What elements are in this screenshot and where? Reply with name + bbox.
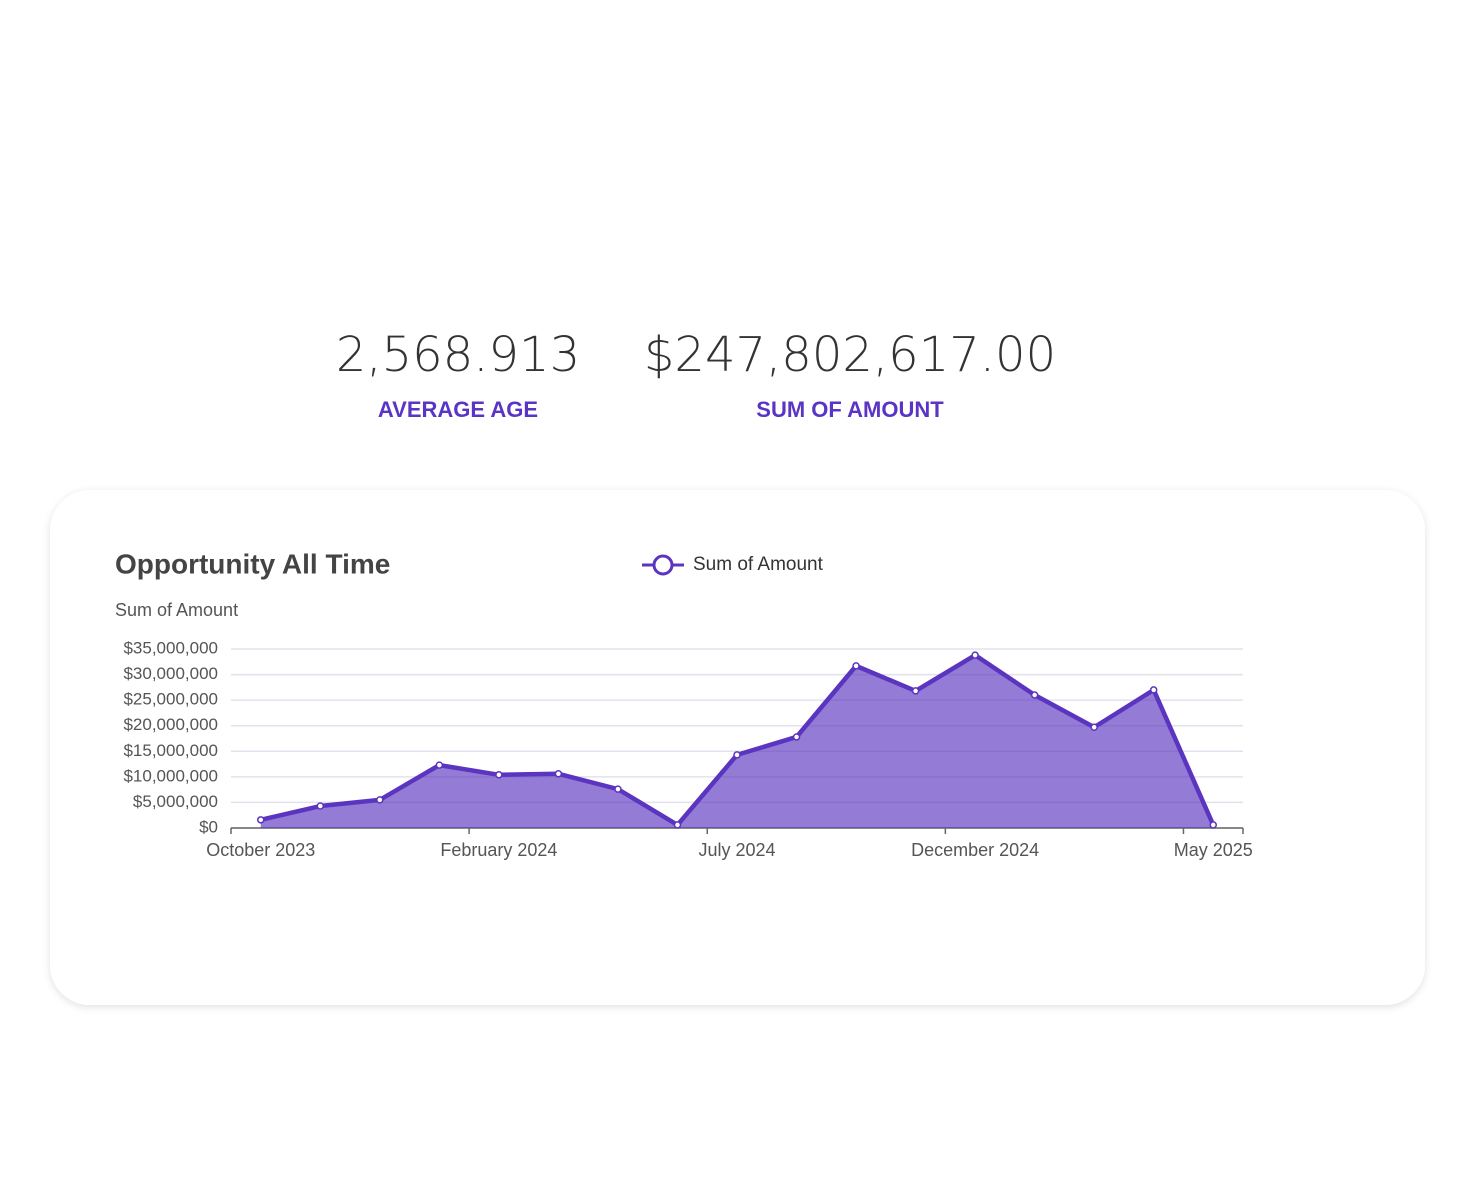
y-axis-title: Sum of Amount [115, 600, 238, 620]
point [971, 651, 979, 659]
point [554, 770, 563, 778]
y-tick-label: $15,000,000 [123, 741, 218, 760]
point [614, 785, 622, 793]
x-tick-label: October 2023 [206, 840, 315, 860]
point [792, 733, 801, 741]
point [495, 771, 503, 779]
y-tick-label: $0 [199, 817, 218, 836]
y-tick-label: $25,000,000 [123, 690, 218, 709]
point [1030, 691, 1039, 699]
x-tick-label: February 2024 [440, 840, 557, 860]
kpi-label: AVERAGE AGE [378, 397, 538, 422]
y-tick-label: $30,000,000 [123, 664, 218, 683]
chart-title: Opportunity All Time [115, 548, 390, 579]
x-tick-label: July 2024 [698, 840, 775, 860]
kpi-label: SUM OF AMOUNT [756, 397, 944, 422]
y-tick-label: $5,000,000 [133, 792, 218, 811]
x-tick-label: December 2024 [911, 840, 1039, 860]
y-tick-label: $35,000,000 [123, 638, 218, 657]
chart-card [50, 490, 1425, 1005]
area [260, 655, 1214, 828]
point [733, 751, 741, 759]
point [316, 802, 325, 810]
y-tick-label: $10,000,000 [123, 766, 218, 785]
legend-label: Sum of Amount [693, 554, 824, 575]
point [1090, 723, 1098, 731]
point [435, 761, 444, 769]
kpi-value: $247,802,617.00 [644, 327, 1056, 383]
legend-marker [652, 554, 674, 576]
point [1209, 821, 1217, 829]
point [257, 816, 265, 824]
point [673, 821, 682, 829]
x-tick-label: May 2025 [1174, 840, 1253, 860]
point [852, 662, 860, 670]
point [1149, 686, 1158, 694]
point [911, 687, 920, 695]
kpi-value: 2,568.913 [336, 327, 580, 383]
point [376, 796, 384, 804]
plot: $0 $5,000,000 $10,000,000 $15,000,000 $20,00… [123, 554, 1252, 860]
y-tick-label: $20,000,000 [123, 715, 218, 734]
